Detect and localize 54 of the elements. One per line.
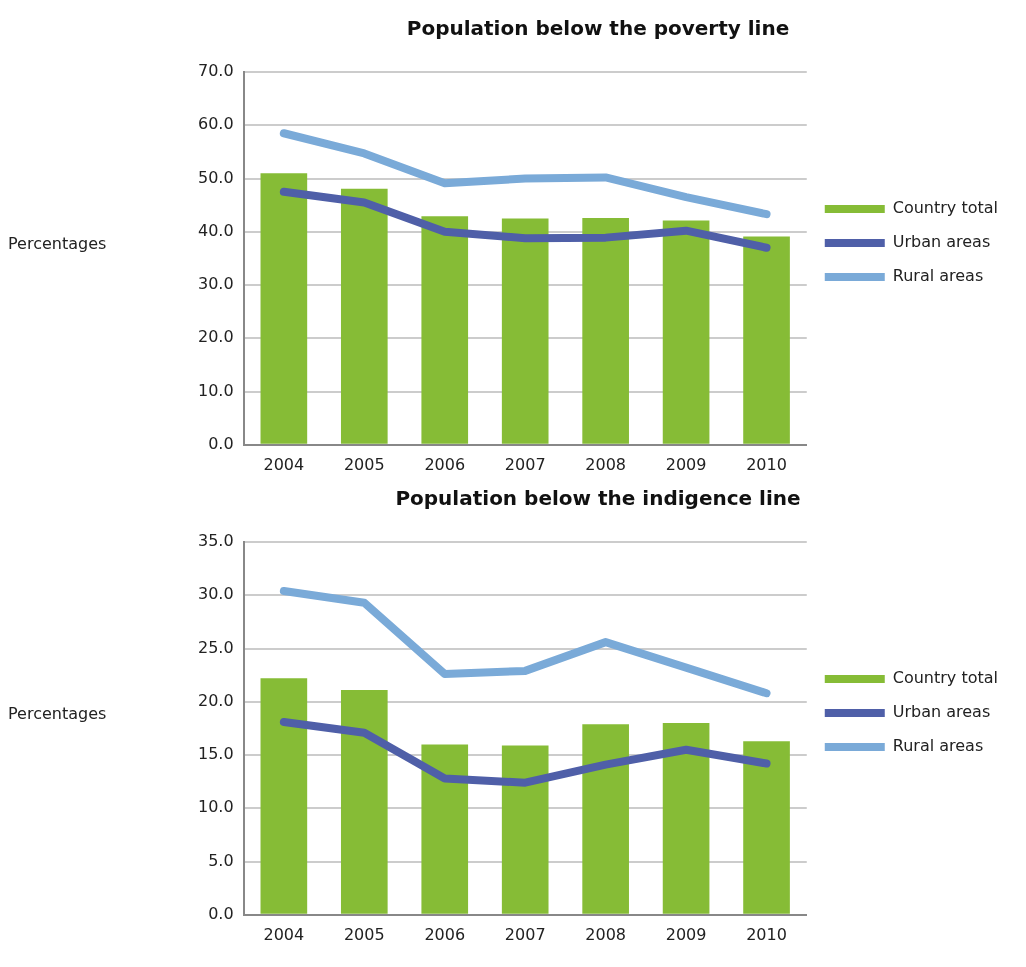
bar: [662, 723, 710, 914]
bar: [421, 216, 469, 444]
y-tick-label: 60.0: [198, 114, 234, 134]
x-tick-label: 2007: [504, 454, 546, 474]
bar: [340, 188, 388, 444]
y-tick-label: 0.0: [208, 433, 234, 453]
bar: [260, 678, 308, 914]
bar: [340, 690, 388, 914]
y-axis-title: Percentages: [8, 703, 108, 723]
bar: [743, 236, 790, 444]
bar: [662, 220, 710, 444]
y-tick-label: 70.0: [198, 61, 234, 81]
y-tick-label: 40.0: [198, 220, 234, 240]
bar: [421, 744, 469, 914]
x-tick-label: 2009: [665, 454, 707, 474]
y-tick-label: 50.0: [198, 167, 234, 187]
x-tick-label: 2004: [263, 454, 305, 474]
y-tick-label: 25.0: [198, 637, 234, 657]
legend-label: Rural areas: [892, 736, 984, 756]
legend-label: Country total: [892, 668, 998, 688]
bar: [582, 217, 629, 444]
y-tick-label: 0.0: [208, 903, 234, 923]
legend-label: Urban areas: [892, 702, 991, 722]
x-tick-label: 2004: [263, 924, 305, 944]
legend-label: Urban areas: [892, 232, 991, 252]
y-tick-label: 30.0: [198, 274, 234, 294]
y-tick-label: 30.0: [198, 584, 234, 604]
x-tick-label: 2008: [585, 924, 626, 944]
y-tick-label: 35.0: [198, 531, 234, 551]
x-tick-label: 2006: [424, 454, 466, 474]
legend-label: Country total: [892, 198, 998, 218]
x-tick-label: 2008: [585, 454, 626, 474]
x-tick-label: 2005: [343, 454, 385, 474]
y-tick-label: 20.0: [198, 690, 234, 710]
bar: [501, 745, 549, 914]
x-tick-label: 2007: [504, 924, 546, 944]
y-tick-label: 15.0: [198, 744, 234, 764]
x-tick-label: 2010: [746, 924, 787, 944]
x-tick-label: 2006: [424, 924, 466, 944]
y-tick-label: 5.0: [208, 850, 234, 870]
y-tick-label: 10.0: [198, 380, 234, 400]
y-tick-label: 20.0: [198, 327, 234, 347]
bar: [582, 724, 629, 914]
chart-title: Population below the poverty line: [406, 16, 790, 41]
bar: [743, 741, 790, 914]
bar: [501, 218, 549, 444]
x-tick-label: 2009: [665, 924, 707, 944]
legend-label: Rural areas: [892, 266, 984, 286]
y-tick-label: 10.0: [198, 797, 234, 817]
x-tick-label: 2010: [746, 454, 787, 474]
chart-title: Population below the indigence line: [395, 486, 801, 511]
x-tick-label: 2005: [343, 924, 385, 944]
bar: [260, 173, 308, 444]
y-axis-title: Percentages: [8, 233, 108, 253]
